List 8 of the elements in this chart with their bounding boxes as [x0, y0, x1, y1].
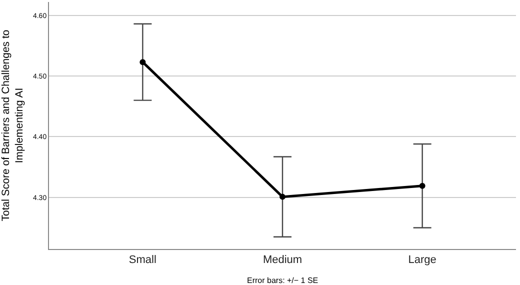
point	[419, 182, 426, 189]
text: Error bars: +/− 1 SE	[247, 276, 318, 285]
point	[140, 59, 146, 66]
y-axis-title: Total Score of Barriers and Challenges to Implementing AI	[0, 30, 26, 222]
point	[280, 194, 286, 200]
x-tick-label: Small	[128, 254, 156, 266]
x-tick-label: Large	[408, 254, 436, 266]
x-tick-label: Medium	[262, 254, 302, 266]
